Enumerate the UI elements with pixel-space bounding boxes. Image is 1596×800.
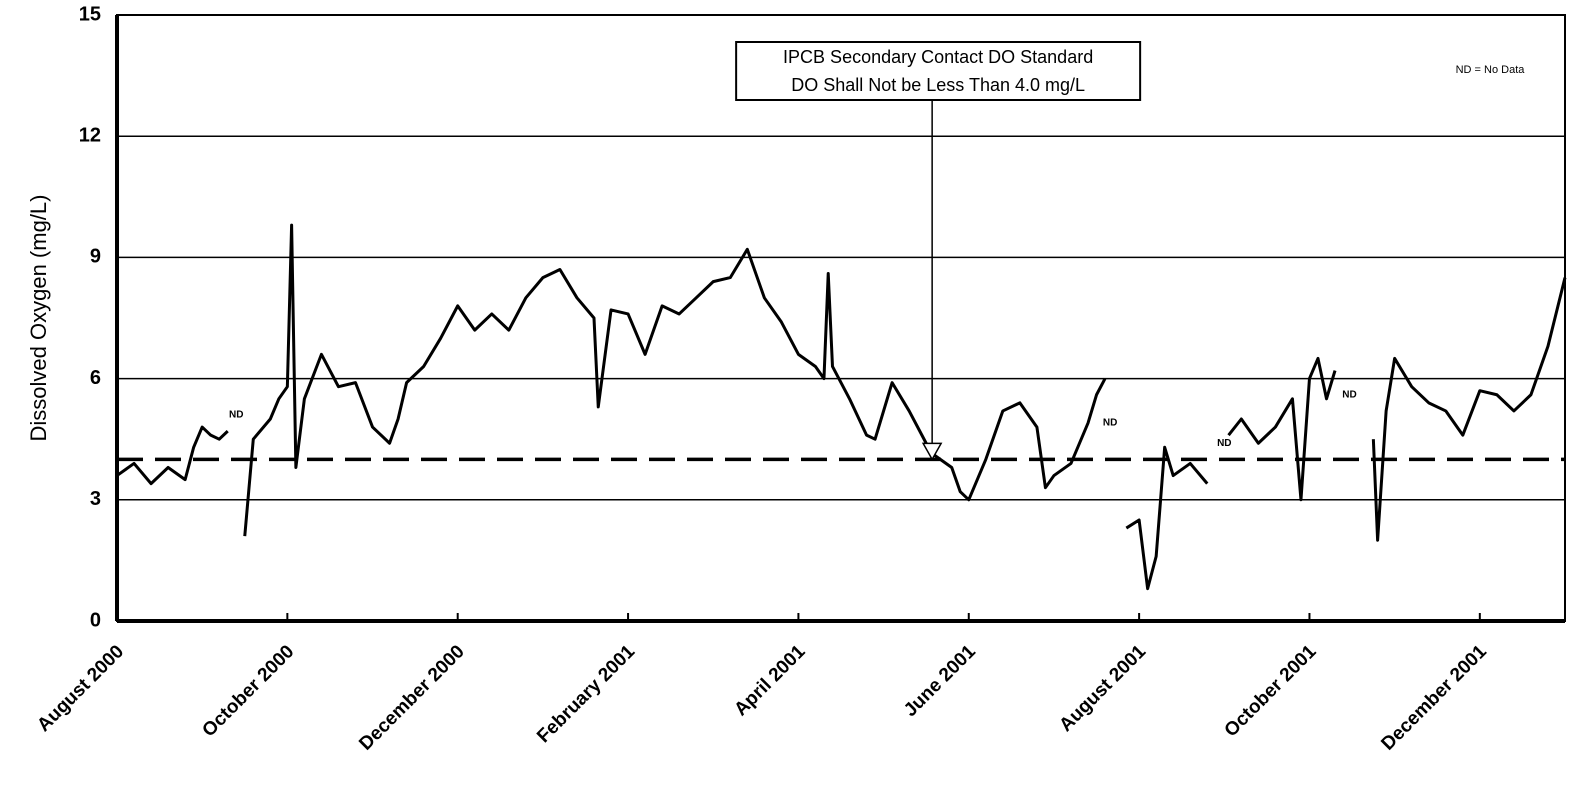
y-tick-label: 9 (90, 246, 101, 268)
y-tick-label: 15 (79, 3, 101, 25)
nd-label: ND (229, 410, 243, 421)
y-tick-label: 6 (90, 367, 101, 389)
y-tick-label: 12 (79, 124, 101, 146)
y-tick-label: 0 (90, 609, 101, 631)
annotation-arrowhead (921, 442, 943, 461)
x-tick-label: December 2001 (1377, 641, 1491, 755)
annotation-text: DO Shall Not be Less Than 4.0 mg/L (791, 75, 1085, 95)
annotation-box (735, 41, 1142, 101)
x-tick-label: October 2000 (198, 641, 298, 741)
x-tick-label: April 2001 (730, 641, 809, 720)
y-tick-label: 3 (90, 488, 101, 510)
nd-label: ND (1217, 438, 1231, 449)
x-tick-label: August 2000 (33, 641, 128, 736)
annotation-text: IPCB Secondary Contact DO Standard (783, 47, 1093, 67)
note: ND = No Data (1456, 64, 1526, 76)
x-tick-label: August 2001 (1055, 641, 1150, 736)
y-axis-label: Dissolved Oxygen (mg/L) (26, 195, 51, 442)
x-tick-label: February 2001 (533, 641, 639, 747)
x-tick-label: October 2001 (1221, 641, 1321, 741)
series-line (116, 223, 1567, 591)
nd-label: ND (1342, 389, 1356, 400)
nd-label: ND (1103, 418, 1117, 429)
x-tick-label: December 2000 (355, 641, 468, 754)
plot-frame (116, 14, 1566, 622)
x-tick-label: June 2001 (900, 641, 980, 721)
